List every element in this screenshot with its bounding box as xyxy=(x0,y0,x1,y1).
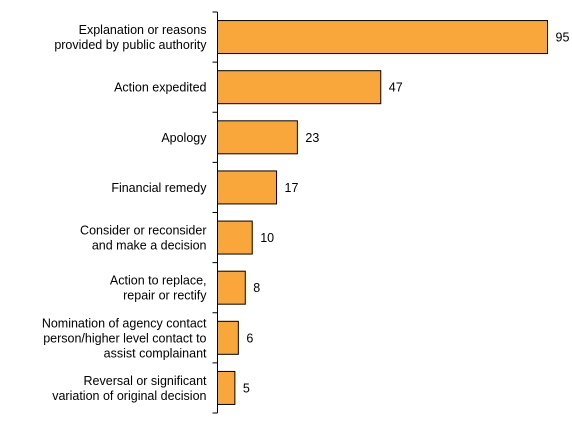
category-label: Financial remedy xyxy=(111,181,207,195)
category-label-line: Action to replace, xyxy=(110,274,207,288)
category-label-line: Apology xyxy=(161,131,207,145)
data-label: 6 xyxy=(246,331,253,345)
category-labels-group: Explanation or reasons provided by public… xyxy=(42,23,207,403)
bar xyxy=(217,270,246,305)
category-label: Consider or reconsider and make a decisio… xyxy=(80,224,206,253)
bar xyxy=(217,20,548,55)
category-label: Reversal or significant variation of orig… xyxy=(52,374,207,403)
category-label: Nomination of agency contact person/highe… xyxy=(42,316,207,360)
category-label-line: Explanation or reasons xyxy=(79,23,207,37)
category-label: Explanation or reasons provided by public… xyxy=(54,23,207,52)
category-label-line: Action expedited xyxy=(114,81,206,95)
category-label-line: and make a decision xyxy=(92,239,207,253)
category-label-line: Reversal or significant xyxy=(84,374,207,388)
data-label: 8 xyxy=(253,281,260,295)
data-label: 10 xyxy=(260,231,274,245)
category-label-line: Nomination of agency contact xyxy=(42,316,207,330)
bar xyxy=(217,320,239,355)
data-label: 23 xyxy=(305,131,319,145)
bar xyxy=(217,70,382,105)
data-label: 47 xyxy=(389,81,403,95)
category-label-line: person/higher level contact to xyxy=(43,331,206,345)
axis-ticks-group xyxy=(212,11,218,414)
value-labels-group: 95 47 23 17 10 8 6 5 xyxy=(243,31,570,396)
category-label-line: variation of original decision xyxy=(52,389,206,403)
category-label: Action expedited xyxy=(114,81,206,95)
category-label: Apology xyxy=(161,131,207,145)
bars-group xyxy=(217,20,548,405)
category-label: Action to replace, repair or rectify xyxy=(110,274,207,303)
bar xyxy=(217,170,278,205)
category-label-line: Consider or reconsider xyxy=(80,224,206,238)
data-label: 95 xyxy=(556,31,570,45)
bar xyxy=(217,120,298,155)
data-label: 5 xyxy=(243,381,250,395)
category-label-line: provided by public authority xyxy=(54,38,207,52)
data-label: 17 xyxy=(285,181,299,195)
category-label-line: repair or rectify xyxy=(123,289,207,303)
bar xyxy=(217,220,253,255)
category-label-line: Financial remedy xyxy=(111,181,207,195)
bar xyxy=(217,370,236,405)
category-label-line: assist complainant xyxy=(104,346,207,360)
